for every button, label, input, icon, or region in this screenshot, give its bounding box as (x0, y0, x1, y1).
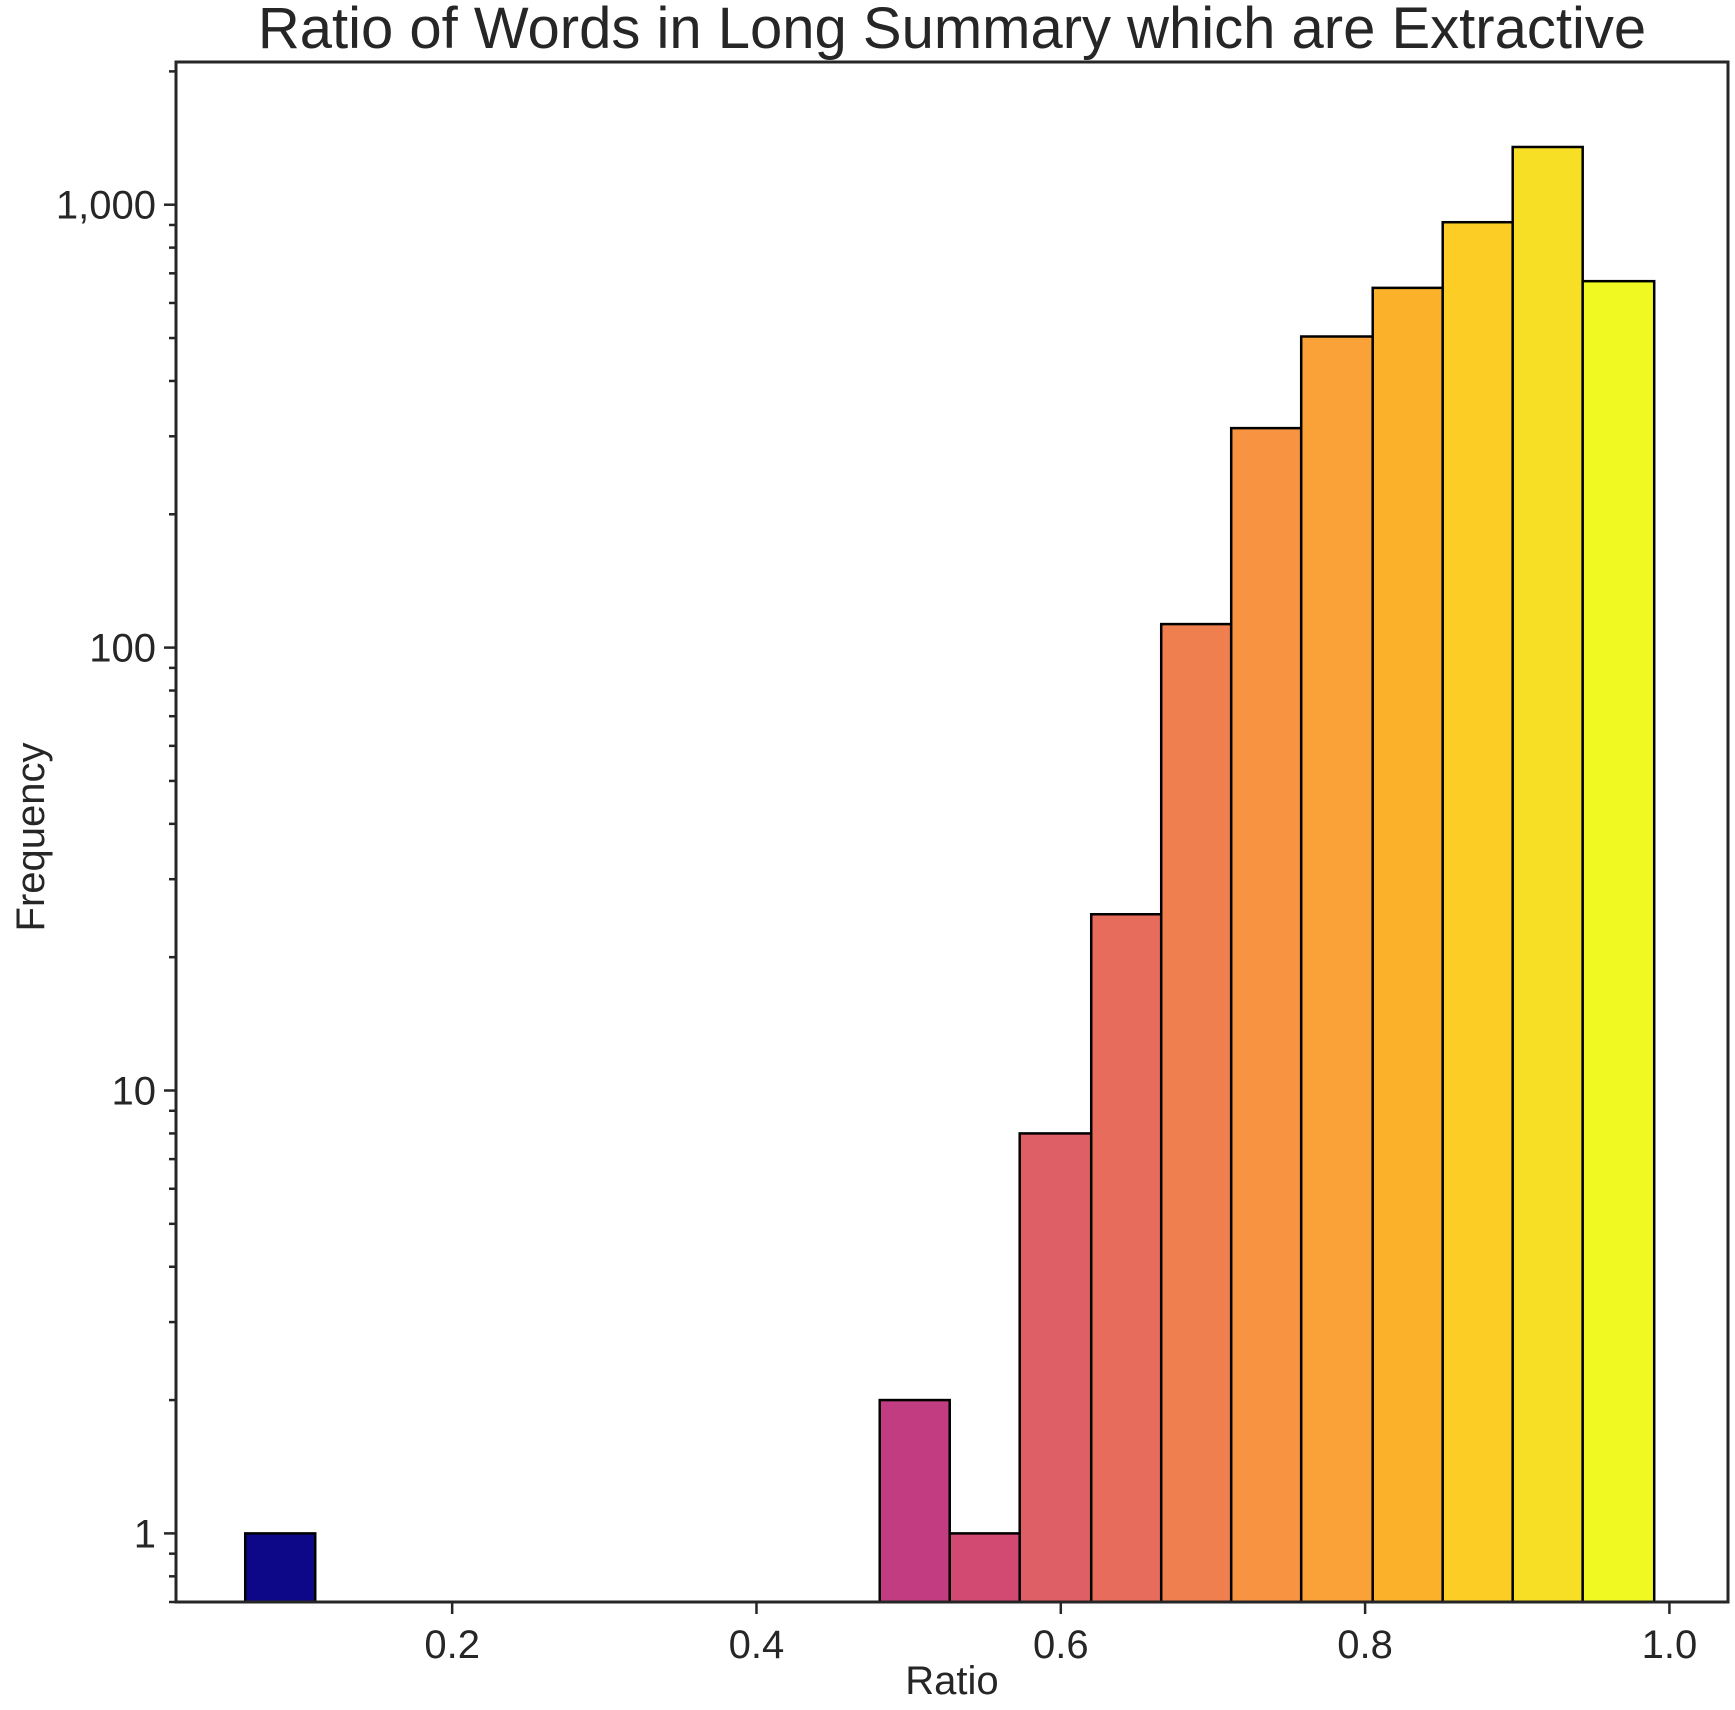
y-axis-label: Frequency (9, 743, 53, 932)
x-tick-label-0: 0.2 (424, 1623, 480, 1667)
histogram-bar-1 (878, 1398, 951, 1604)
y-tick-label-0: 1 (134, 1512, 156, 1556)
histogram-bar-7 (1299, 335, 1374, 1604)
histogram-bar-9 (1441, 220, 1514, 1604)
histogram-bar-10 (1511, 145, 1584, 1604)
x-axis-label: Ratio (905, 1659, 998, 1703)
histogram-bar-2 (948, 1532, 1021, 1604)
histogram-bar-3 (1018, 1132, 1093, 1604)
histogram-bar-0 (243, 1532, 317, 1604)
chart-title: Ratio of Words in Long Summary which are… (258, 0, 1646, 61)
y-tick-label-2: 100 (89, 627, 156, 671)
bars-group (243, 145, 1656, 1604)
plot-frame (174, 60, 1730, 1604)
x-tick-label-2: 0.6 (1033, 1623, 1089, 1667)
histogram-bar-8 (1371, 286, 1444, 1604)
histogram-bar-11 (1581, 279, 1656, 1604)
y-tick-label-3: 1,000 (56, 184, 156, 228)
histogram-bar-6 (1229, 426, 1303, 1604)
x-tick-label-4: 1.0 (1642, 1623, 1698, 1667)
y-axis-ticks: 1 10 100 1,000 (56, 70, 176, 1604)
x-axis-ticks: 0.2 0.4 0.6 0.8 1.0 (424, 1602, 1697, 1667)
x-tick-label-1: 0.4 (729, 1623, 785, 1667)
y-tick-label-1: 10 (112, 1069, 157, 1113)
histogram-bar-5 (1159, 622, 1233, 1604)
histogram-bar-4 (1089, 913, 1163, 1604)
x-tick-label-3: 0.8 (1337, 1623, 1393, 1667)
